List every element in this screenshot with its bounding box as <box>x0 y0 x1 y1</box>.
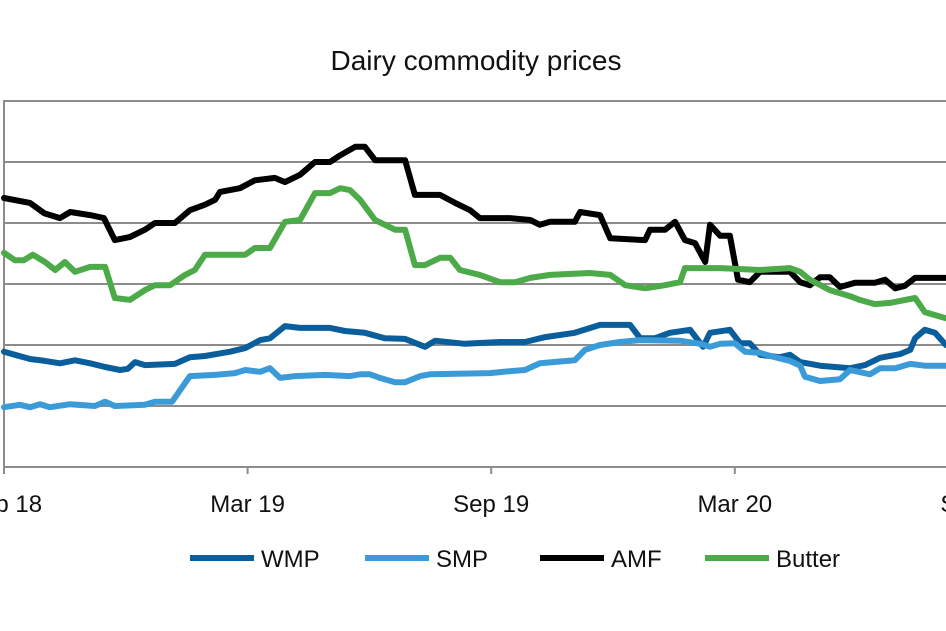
legend: WMP SMP AMF Butter <box>190 546 840 573</box>
series-line-butter <box>1 185 946 322</box>
series-line-wmp <box>1 321 946 373</box>
series-line-amf <box>1 143 946 292</box>
legend-label-smp: SMP <box>436 546 488 573</box>
x-tick-label: Sep 20 <box>940 491 946 518</box>
x-tick-label: Mar 19 <box>210 491 285 518</box>
x-tick-label: Sep 18 <box>0 491 42 518</box>
x-tick-labels: Sep 18 Mar 19 Sep 19 Mar 20 Sep 20 <box>0 491 946 518</box>
x-tick-label: Mar 20 <box>697 491 772 518</box>
series-lines <box>1 143 946 411</box>
legend-label-wmp: WMP <box>261 546 320 573</box>
x-tick-label: Sep 19 <box>453 491 529 518</box>
legend-label-amf: AMF <box>611 546 662 573</box>
series-line-smp <box>1 337 946 411</box>
chart-title: Dairy commodity prices <box>331 45 622 76</box>
legend-label-butter: Butter <box>776 546 840 573</box>
